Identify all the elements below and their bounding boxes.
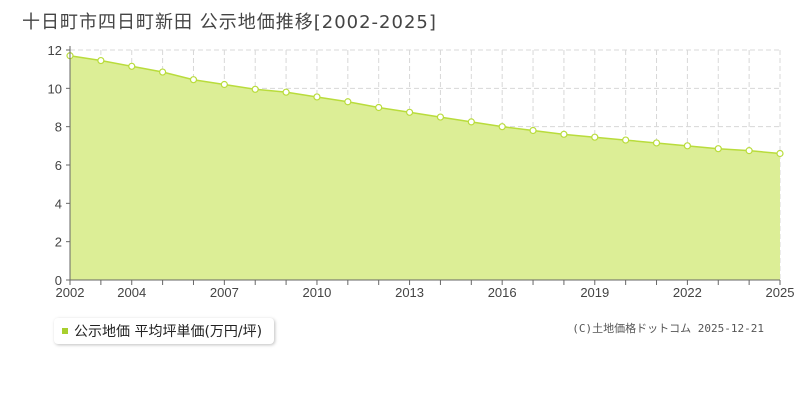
data-point [745,147,753,155]
data-point [220,80,228,89]
data-point [251,85,259,93]
data-point [498,123,506,131]
x-tick-label: 2025 [766,285,795,300]
data-point [97,56,105,65]
data-point [375,103,383,112]
data-point [591,133,599,141]
x-tick-label: 2016 [488,285,517,300]
x-tick-label: 2022 [673,285,702,300]
x-tick-label: 2010 [302,285,331,300]
price-area [70,55,780,280]
data-point [652,139,661,147]
copyright: (C)土地価格ドットコム 2025-12-21 [572,322,764,335]
data-point [529,126,537,135]
x-tick-label: 2002 [56,285,85,300]
data-point [282,88,290,96]
x-tick-label: 2013 [395,285,424,300]
data-point [128,62,136,70]
x-tick-labels: 2002 2004 2007 2010 2013 2016 2019 2022 2025 [56,285,795,300]
data-point [313,93,321,101]
data-point [776,149,784,158]
y-tick-label: 0 [55,273,62,288]
data-point [344,98,352,106]
y-tick-label: 6 [55,158,62,173]
legend-swatch [62,328,68,334]
y-tick-label: 4 [55,196,62,211]
page-title: 十日町市四日町新田 公示地価推移[2002-2025] [22,12,437,33]
data-point [714,145,722,153]
data-point [405,108,414,116]
data-point [159,68,167,76]
y-tick-label: 2 [55,235,62,250]
data-point [560,130,568,138]
chart-axes [66,46,781,285]
legend: 公示地価 平均坪単価(万円/坪) [54,318,275,344]
data-point [467,118,475,126]
data-point [189,76,198,84]
data-point [683,142,691,150]
x-tick-label: 2004 [117,285,146,300]
y-tick-label: 8 [55,120,62,135]
y-tick-label: 12 [48,43,62,58]
data-point [622,136,630,144]
legend-label: 公示地価 平均坪単価(万円/坪) [74,324,263,340]
data-point [436,113,445,121]
x-tick-label: 2019 [580,285,609,300]
price-line [69,55,781,155]
x-tick-label: 2007 [210,285,239,300]
y-tick-labels: 0 2 4 6 8 10 12 [48,43,62,288]
y-tick-label: 10 [48,81,62,96]
